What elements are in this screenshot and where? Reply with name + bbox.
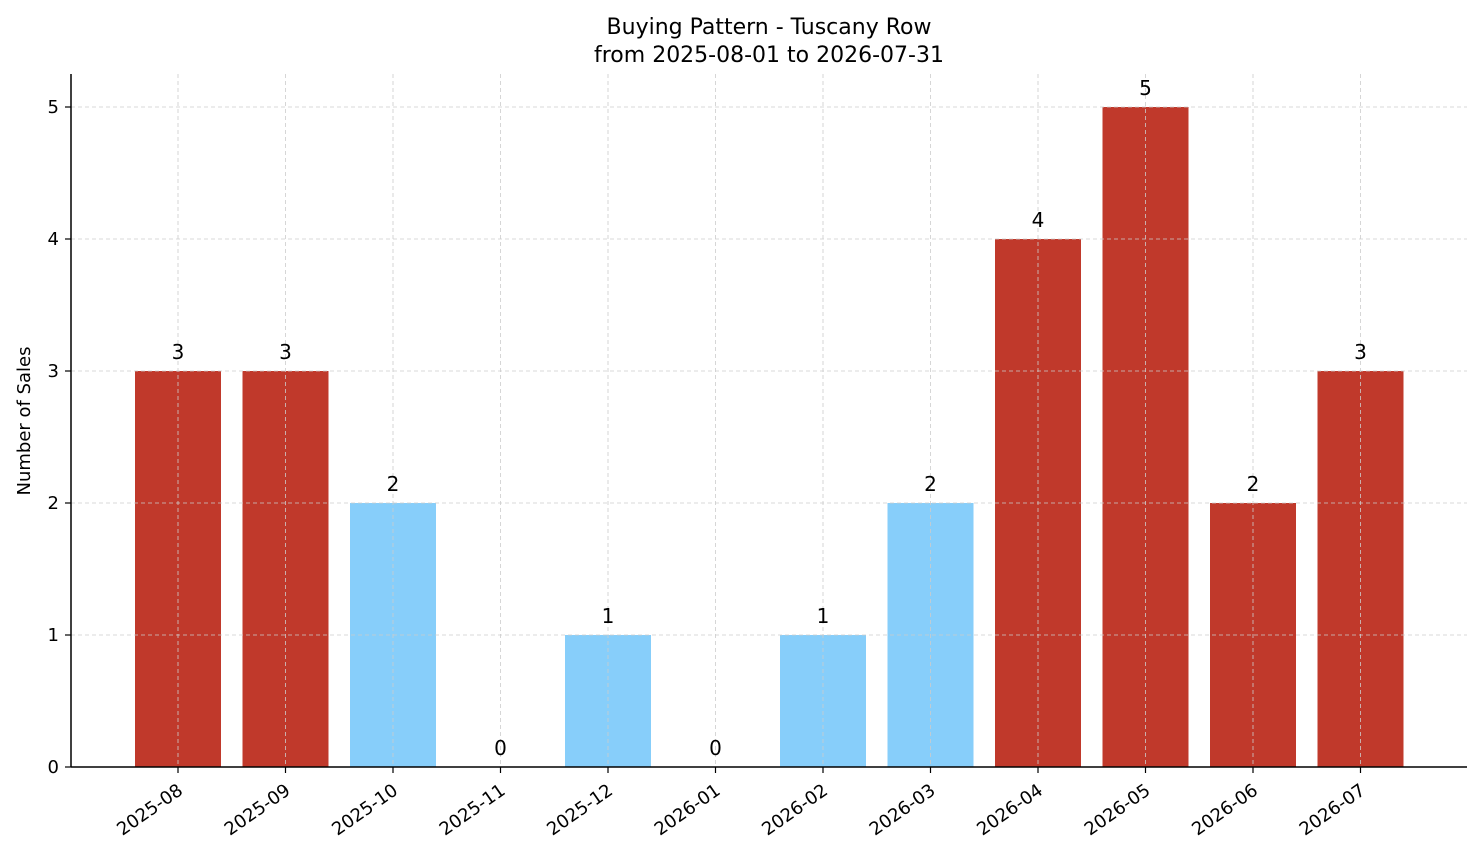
y-tick-label: 4 [48,229,59,250]
y-tick-label: 5 [48,97,59,118]
data-label: 5 [1139,76,1152,100]
chart-title: Buying Pattern - Tuscany Row [607,15,932,40]
y-axis-label: Number of Sales [14,346,35,495]
x-tick-label: 2025-08 [113,780,187,840]
chart-subtitle: from 2025-08-01 to 2026-07-31 [594,43,944,68]
x-tick-label: 2026-07 [1296,780,1370,840]
data-label: 0 [494,736,507,760]
x-tick-label: 2026-02 [758,780,832,840]
data-label: 1 [602,604,615,628]
x-tick-label: 2026-06 [1188,780,1262,840]
data-label: 4 [1032,208,1045,232]
data-label: 0 [709,736,722,760]
data-label: 2 [1247,472,1260,496]
data-labels: 3 3 2 0 1 0 1 2 4 5 2 3 [172,76,1367,760]
data-label: 2 [924,472,937,496]
y-tick-label: 1 [48,625,59,646]
x-tick-label: 2025-09 [221,780,295,840]
x-tick-label: 2026-03 [866,780,940,840]
x-tick-label: 2025-10 [328,780,402,840]
y-tick-label: 2 [48,493,59,514]
bar-2026-05 [1102,107,1189,767]
x-tick-label: 2026-01 [651,780,725,840]
x-tick-label: 2026-05 [1081,780,1155,840]
data-label: 3 [1354,340,1367,364]
x-tick-label: 2026-04 [973,780,1047,840]
data-label: 2 [387,472,400,496]
y-tick-label: 3 [48,361,59,382]
data-label: 3 [172,340,185,364]
data-label: 1 [817,604,830,628]
x-tick-label: 2025-12 [543,780,617,840]
bars [135,107,1404,767]
data-label: 3 [279,340,292,364]
x-tick-label: 2025-11 [436,780,510,840]
y-tick-label: 0 [48,757,59,778]
